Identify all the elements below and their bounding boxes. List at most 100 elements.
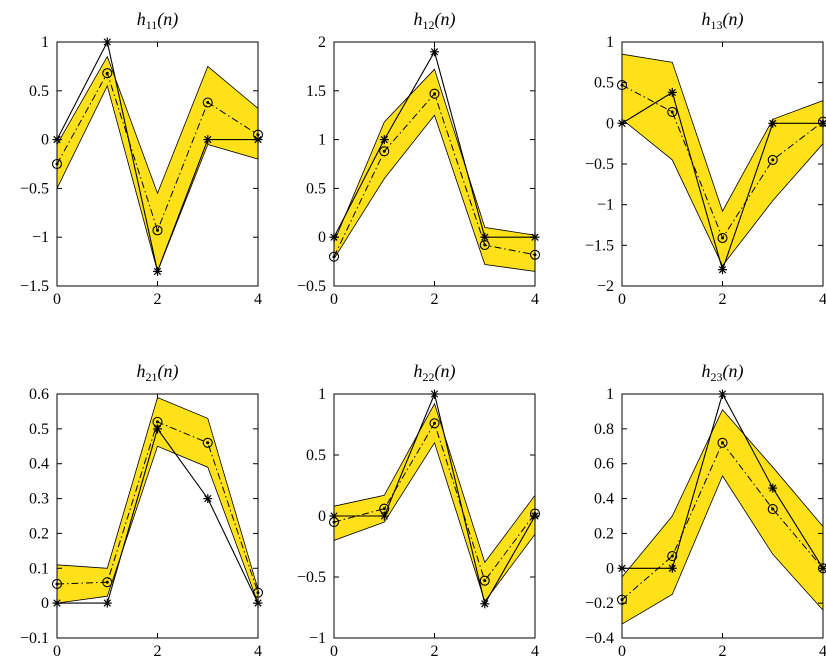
- true-value-marker: [667, 563, 677, 573]
- y-tick-label: 1: [41, 34, 49, 51]
- subplot-13: −2 −1.5 −1 −0.5 0 0.5 1 0 2 4 h13(n): [585, 9, 826, 308]
- y-tick-label: −0.1: [20, 630, 49, 647]
- y-tick-label: −0.2: [585, 595, 614, 612]
- y-tick-label: 1: [606, 34, 614, 51]
- y-tick-label: −0.5: [297, 278, 326, 295]
- x-tick-label: 2: [431, 291, 439, 308]
- subplot-title: h21(n): [137, 361, 179, 384]
- subplot-title: h23(n): [702, 361, 744, 384]
- y-tick-label: 0.8: [594, 421, 614, 438]
- y-tick-label: 0: [318, 508, 326, 525]
- y-tick-label: −0.5: [585, 156, 614, 173]
- x-tick-label: 0: [53, 643, 61, 660]
- true-value-marker: [768, 483, 778, 493]
- true-value-marker: [203, 494, 213, 504]
- y-tick-label: 2: [318, 34, 326, 51]
- subplot-11: −1.5 −1 −0.5 0 0.5 1 0 2 4 h11(n): [20, 9, 264, 308]
- y-tick-label: −1: [32, 229, 49, 246]
- x-tick-label: 4: [531, 291, 539, 308]
- true-value-marker: [480, 599, 490, 609]
- x-tick-label: 0: [53, 291, 61, 308]
- estimate-marker: [767, 503, 778, 515]
- y-tick-label: 0.1: [29, 560, 49, 577]
- estimate-marker: [202, 97, 213, 108]
- y-tick-label: 0.6: [29, 386, 49, 403]
- y-tick-label: −2: [597, 278, 614, 295]
- y-tick-label: −0.5: [20, 180, 49, 197]
- y-tick-label: 0.2: [29, 525, 49, 542]
- y-tick-label: 1: [318, 386, 326, 403]
- x-tick-label: 4: [254, 291, 262, 308]
- y-tick-label: −1: [309, 630, 326, 647]
- estimate-marker: [479, 239, 490, 251]
- estimate-marker: [152, 416, 163, 427]
- estimate-marker: [667, 551, 678, 562]
- y-tick-label: 0.3: [29, 491, 49, 508]
- y-tick-label: −0.4: [585, 630, 614, 647]
- x-tick-label: 0: [618, 291, 626, 308]
- x-tick-label: 0: [330, 291, 338, 308]
- y-tick-label: 1: [606, 386, 614, 403]
- estimate-marker: [717, 437, 728, 448]
- x-tick-label: 4: [819, 643, 826, 660]
- y-tick-label: −1.5: [585, 237, 614, 254]
- estimate-marker: [429, 418, 440, 429]
- x-tick-label: 2: [431, 643, 439, 660]
- true-value-marker: [153, 266, 162, 276]
- y-tick-label: 0: [606, 560, 614, 577]
- estimate-marker: [379, 146, 390, 157]
- y-tick-label: 0.5: [306, 180, 326, 197]
- estimate-marker: [479, 575, 490, 586]
- x-tick-label: 4: [531, 643, 539, 660]
- estimate-marker: [102, 68, 113, 79]
- true-value-marker: [667, 87, 677, 97]
- subplot-title: h13(n): [702, 9, 744, 32]
- confidence-band: [56, 55, 259, 273]
- estimate-marker: [379, 503, 390, 514]
- y-tick-label: 0.4: [29, 456, 49, 473]
- estimate-line: [56, 71, 259, 232]
- subplot-title: h11(n): [137, 9, 179, 32]
- x-tick-label: 2: [719, 643, 727, 660]
- x-tick-label: 0: [618, 643, 626, 660]
- true-value-marker: [203, 135, 213, 145]
- y-tick-label: 0.4: [594, 491, 614, 508]
- subplot-23: −0.4 −0.2 0 0.2 0.4 0.6 0.8 1 0 2 4 h23(n): [585, 361, 826, 660]
- y-tick-label: 0: [41, 595, 49, 612]
- y-tick-label: 0.5: [306, 447, 326, 464]
- y-tick-label: 0: [318, 229, 326, 246]
- true-value-marker: [718, 265, 727, 275]
- true-value-marker: [102, 598, 112, 608]
- estimate-marker: [767, 154, 778, 165]
- y-tick-label: 0.6: [594, 456, 614, 473]
- y-tick-label: 0.5: [29, 83, 49, 100]
- estimate-marker: [667, 106, 678, 117]
- y-tick-label: −1: [597, 197, 614, 214]
- confidence-band: [333, 68, 536, 272]
- confidence-band: [333, 402, 536, 603]
- y-tick-label: −0.5: [297, 569, 326, 586]
- y-tick-label: 0.5: [29, 421, 49, 438]
- x-tick-label: 2: [719, 291, 727, 308]
- subplot-title: h22(n): [414, 361, 456, 384]
- true-value-marker: [430, 47, 439, 57]
- estimate-marker: [717, 232, 728, 244]
- y-tick-label: 1.5: [306, 83, 326, 100]
- y-tick-label: 0.5: [594, 75, 614, 92]
- y-tick-label: 1: [318, 132, 326, 149]
- y-tick-label: 0: [41, 132, 49, 149]
- true-value-marker: [379, 135, 389, 145]
- estimate-marker: [202, 437, 213, 448]
- x-tick-label: 0: [330, 643, 338, 660]
- subplot-22: −1 −0.5 0 0.5 1 0 2 4 h22(n): [297, 361, 541, 660]
- estimate-marker: [152, 225, 163, 236]
- y-tick-label: −1.5: [20, 278, 49, 295]
- y-tick-label: 0.2: [594, 525, 614, 542]
- true-value-marker: [768, 118, 778, 128]
- subplot-title: h12(n): [414, 9, 456, 32]
- y-tick-label: 0: [606, 115, 614, 132]
- x-tick-label: 4: [819, 291, 826, 308]
